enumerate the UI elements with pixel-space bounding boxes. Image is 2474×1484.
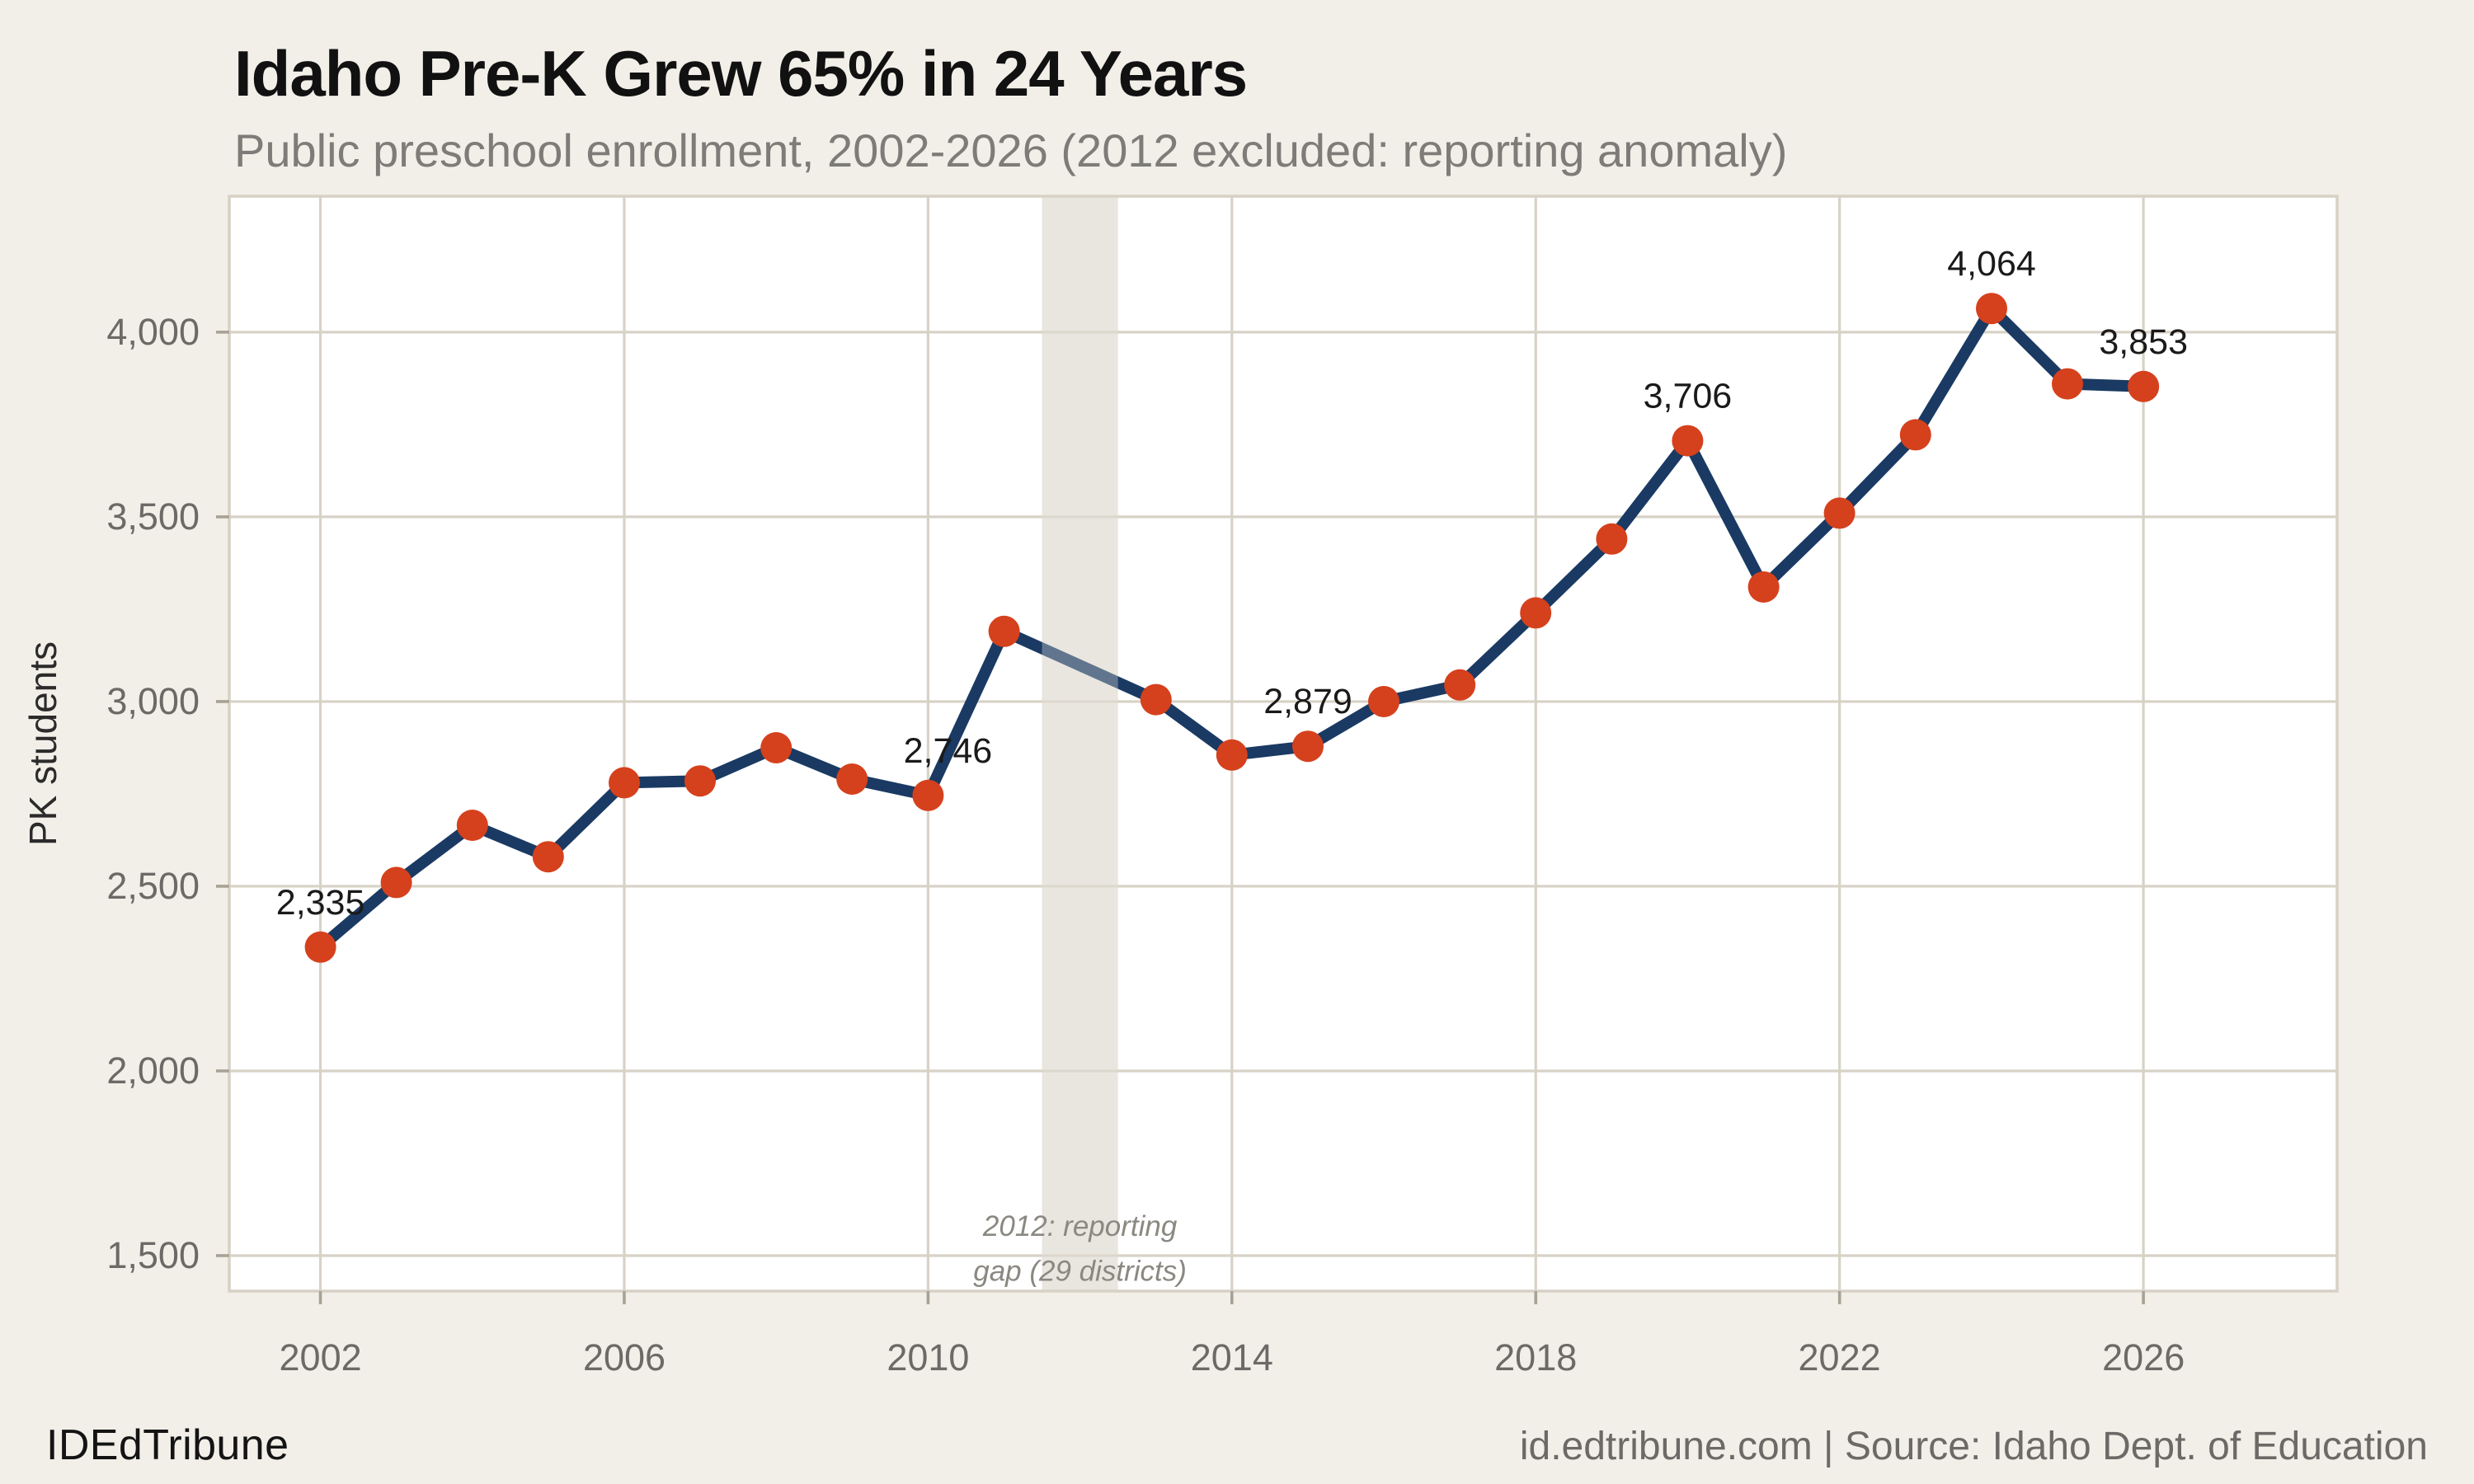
y-tick-label-3500: 3,500 xyxy=(106,495,200,538)
x-tick-label-2026: 2026 xyxy=(2102,1336,2185,1378)
x-tick-label-2002: 2002 xyxy=(280,1336,362,1378)
data-point-2017 xyxy=(1444,669,1476,701)
y-tick-label-4000: 4,000 xyxy=(106,311,200,353)
data-point-2004 xyxy=(456,810,488,841)
data-point-2011 xyxy=(988,615,1020,647)
data-point-2018 xyxy=(1520,597,1552,629)
data-point-2019 xyxy=(1596,523,1628,555)
gap-annotation-line-2: gap (29 districts) xyxy=(973,1255,1187,1287)
data-label-2024: 4,064 xyxy=(1947,244,2036,284)
data-point-2015 xyxy=(1292,730,1324,763)
chart-title: Idaho Pre-K Grew 65% in 24 Years xyxy=(234,40,1248,110)
data-point-2005 xyxy=(532,841,564,873)
y-axis-title: PK students xyxy=(21,641,64,846)
chart-subtitle: Public preschool enrollment, 2002-2026 (… xyxy=(234,125,1788,176)
reporting-gap-band-overlay xyxy=(1042,196,1118,1291)
x-tick-label-2022: 2022 xyxy=(1799,1336,1881,1378)
x-tick-label-2006: 2006 xyxy=(583,1336,666,1378)
data-point-2025 xyxy=(2052,368,2083,400)
plot-border xyxy=(228,195,2339,1293)
data-point-2006 xyxy=(609,767,640,799)
y-tick-label-3000: 3,000 xyxy=(106,680,200,722)
data-point-2023 xyxy=(1899,419,1931,451)
x-tick-label-2010: 2010 xyxy=(887,1336,969,1378)
data-point-2026 xyxy=(2128,370,2160,402)
data-point-2014 xyxy=(1216,739,1248,771)
data-point-2007 xyxy=(684,765,716,797)
y-tick-label-2000: 2,000 xyxy=(106,1050,200,1092)
y-tick-label-1500: 1,500 xyxy=(106,1234,200,1276)
brand-footer: IDEdTribune xyxy=(46,1420,289,1469)
data-point-2024 xyxy=(1976,293,2007,325)
data-point-2016 xyxy=(1368,686,1399,717)
data-point-2021 xyxy=(1747,571,1780,603)
data-point-2013 xyxy=(1140,683,1172,716)
y-tick-label-2500: 2,500 xyxy=(106,865,200,907)
data-point-2009 xyxy=(836,763,868,795)
data-point-2022 xyxy=(1823,497,1856,529)
data-point-2002 xyxy=(304,931,336,963)
data-label-2015: 2,879 xyxy=(1263,682,1352,721)
data-label-2020: 3,706 xyxy=(1644,377,1733,416)
data-point-2020 xyxy=(1672,425,1704,457)
enrollment-line xyxy=(314,303,2150,953)
source-footer: id.edtribune.com | Source: Idaho Dept. o… xyxy=(1519,1425,2428,1469)
data-point-2010 xyxy=(912,779,944,811)
data-label-2026: 3,853 xyxy=(2099,322,2188,362)
data-point-2008 xyxy=(760,732,793,763)
data-label-2002: 2,335 xyxy=(276,883,365,923)
data-label-2010: 2,746 xyxy=(904,731,993,771)
x-tick-label-2014: 2014 xyxy=(1191,1336,1273,1378)
gap-annotation-line-1: 2012: reporting xyxy=(982,1210,1178,1242)
x-tick-label-2018: 2018 xyxy=(1494,1336,1577,1378)
data-point-2003 xyxy=(380,866,412,899)
reporting-gap-band xyxy=(1042,196,1118,1291)
